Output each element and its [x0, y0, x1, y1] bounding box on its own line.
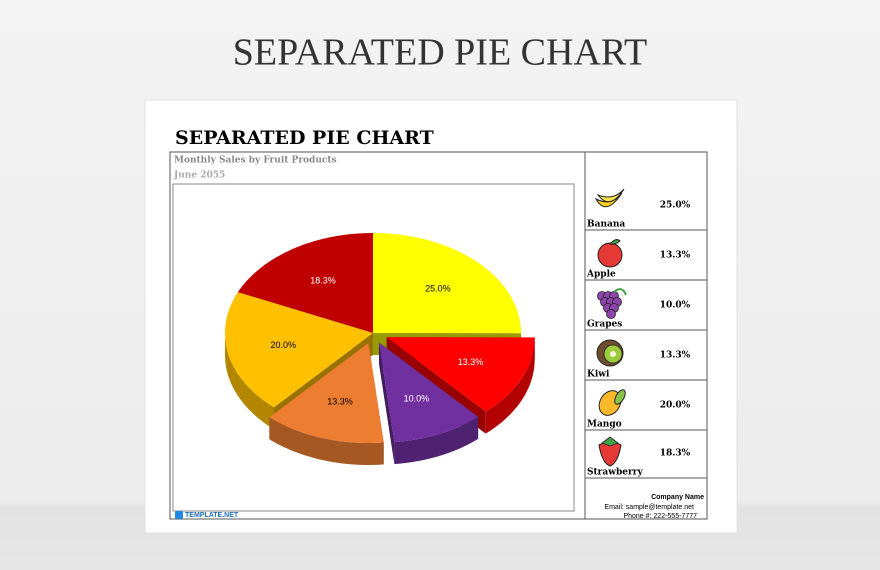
footer-email: Email: sample@template.net	[604, 504, 694, 511]
legend-table: Banana 25.0% Apple 13.3% Grapes 10.0% Kiwi 13.3…	[585, 188, 707, 479]
legend-value: 10.0%	[660, 301, 691, 311]
legend-label: Strawberry	[587, 468, 643, 478]
legend-value: 13.3%	[660, 351, 691, 361]
legend-value: 13.3%	[660, 251, 691, 261]
legend-value: 18.3%	[660, 449, 691, 459]
footer-company: Company Name	[651, 494, 704, 501]
icon	[610, 351, 616, 357]
legend-label: Apple	[586, 270, 616, 280]
legend-label: Mango	[587, 420, 622, 430]
slice-side	[269, 417, 384, 465]
slice	[225, 292, 373, 408]
brand: TEMPLATE.NET	[185, 512, 239, 519]
icon	[609, 239, 621, 245]
icon	[606, 309, 616, 319]
slice-side	[485, 337, 535, 434]
data-label: 10.0%	[404, 394, 430, 404]
legend-label: Banana	[587, 220, 625, 230]
legend-value: 25.0%	[660, 201, 691, 211]
date: June 2055	[173, 171, 225, 181]
data-label: 18.3%	[310, 275, 336, 285]
pie: 18.3% 25.0% 20.0% 13.3% 10.0% 13.3%	[225, 233, 535, 465]
icon	[613, 288, 627, 296]
icon	[596, 188, 625, 203]
page-title: SEPARATED PIE CHART	[233, 32, 647, 74]
slice-side	[225, 333, 274, 430]
slice	[373, 233, 521, 334]
slice-cut-face	[379, 342, 395, 465]
icon	[594, 192, 623, 208]
slice	[237, 233, 373, 333]
legend-label: Kiwi	[587, 370, 610, 380]
data-label: 20.0%	[270, 340, 296, 350]
footer-phone: Phone #: 222-555-7777	[623, 513, 697, 520]
slice	[386, 337, 535, 412]
legend-value: 20.0%	[660, 401, 691, 411]
icon	[601, 436, 619, 447]
outer-border	[169, 151, 708, 520]
subtitle: Monthly Sales by Fruit Products	[174, 156, 337, 166]
data-label: 13.3%	[458, 357, 484, 367]
icon	[597, 242, 623, 268]
data-label: 13.3%	[327, 396, 353, 406]
chart-title: SEPARATED PIE CHART	[175, 127, 434, 149]
legend-label: Grapes	[587, 320, 622, 330]
data-label: 25.0%	[425, 284, 451, 294]
slice	[269, 343, 384, 443]
slice	[379, 342, 479, 443]
icon	[614, 389, 626, 405]
brand-icon	[175, 511, 183, 519]
slice-side	[394, 416, 479, 465]
